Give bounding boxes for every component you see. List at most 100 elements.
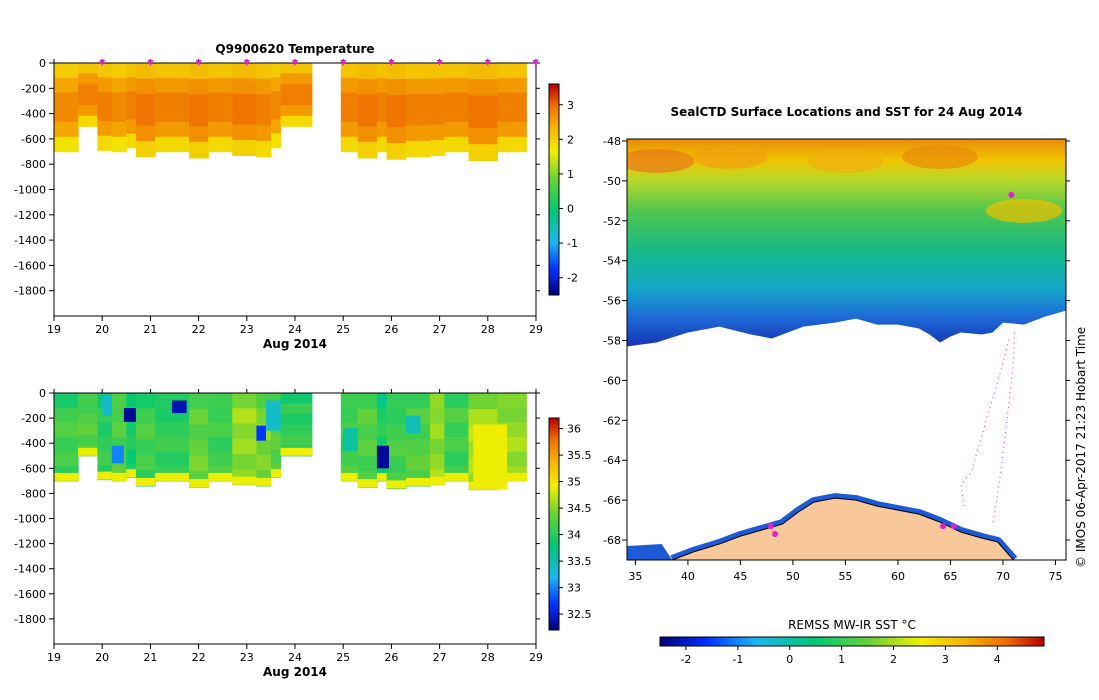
profile-cell	[126, 449, 137, 464]
x-tick-label: 20	[95, 651, 109, 664]
y-tick-label: -1200	[14, 209, 46, 222]
profile-cell	[444, 122, 470, 138]
profile-bottom-cell	[208, 472, 233, 481]
colorbar-tick-label: 36	[567, 423, 581, 436]
seal-track	[992, 332, 1015, 527]
profile-cell	[270, 91, 282, 106]
profile-cell	[208, 436, 233, 453]
profile-bottom-cell	[357, 479, 378, 488]
profile-cell	[340, 451, 359, 467]
profile-cell	[189, 94, 209, 111]
profile-cell	[256, 94, 272, 111]
profile-cell	[155, 136, 190, 153]
profile-cell	[444, 136, 470, 153]
profile-cell	[54, 63, 79, 79]
profile-cell	[232, 140, 257, 156]
map-y-tick-label: -52	[603, 215, 621, 228]
profile-cell	[256, 63, 272, 80]
profile-cell	[111, 77, 127, 94]
profile-cell	[208, 92, 233, 108]
map-x-tick-label: 60	[891, 570, 905, 583]
profile-cell	[54, 451, 79, 467]
seal-position	[940, 523, 947, 530]
map-content	[627, 139, 1066, 560]
y-tick-label: -200	[21, 82, 46, 95]
x-tick-label: 26	[384, 651, 398, 664]
profile-cell	[232, 423, 257, 440]
profile-cell	[111, 122, 127, 138]
map-frame	[626, 138, 1067, 561]
y-tick-label: -1600	[14, 259, 46, 272]
map-y-tick-label: -60	[603, 374, 621, 387]
profile-cell	[135, 78, 156, 95]
x-tick-label: 25	[336, 651, 350, 664]
profile-cell	[340, 77, 359, 94]
profile-cell	[357, 393, 378, 410]
profile-cell	[405, 78, 431, 95]
profile-cell	[208, 122, 233, 138]
profile-cell	[256, 454, 272, 471]
profile-cell	[189, 78, 209, 96]
profile-bottom-cell	[444, 472, 470, 481]
profile-cell	[444, 436, 470, 453]
salinity-panel: 19 20 21 22 23 24 25 26 27 28 29 0 -200 -400 -600 -800 -…	[14, 387, 591, 679]
profile-cell	[430, 63, 446, 79]
profile-cell	[97, 77, 113, 93]
profile-cell	[126, 91, 137, 106]
y-tick-label: -1600	[14, 588, 46, 601]
profile-bottom-cell	[270, 469, 282, 478]
profile-cell	[189, 408, 209, 425]
profile-cell	[357, 455, 378, 473]
profile-bottom-cell	[340, 472, 359, 481]
profile-cell	[340, 92, 359, 108]
profile-cell	[111, 422, 127, 438]
y-tick-label: -800	[21, 158, 46, 171]
profile-cell	[444, 451, 470, 467]
profile-cell	[189, 440, 209, 457]
profile-cell	[232, 408, 257, 425]
profile-cell	[97, 106, 113, 122]
profile-cell	[280, 434, 313, 446]
sst-colorbar-tick-label: -1	[732, 653, 743, 666]
map-x-tick-label: 75	[1048, 570, 1062, 583]
profile-cell	[386, 440, 407, 458]
profile-bottom-cell	[376, 472, 388, 481]
profile-cell	[126, 119, 137, 135]
y-tick-label: -800	[21, 487, 46, 500]
profile-cell	[135, 141, 156, 158]
sst-warm-patch	[627, 148, 695, 173]
temperature-panel: 19 20 21 22 23 24 25 26 27 28 290-200-400-600-800-…	[14, 42, 578, 351]
y-tick-label: -400	[21, 437, 46, 450]
sst-colorbar-tick-label: 0	[786, 653, 793, 666]
profile-cell	[468, 144, 498, 161]
sst-colorbar	[659, 636, 1045, 647]
profile-cell	[444, 63, 470, 79]
profile-cell	[357, 424, 378, 441]
profile-cell	[78, 94, 98, 106]
profile-bottom-cell	[78, 447, 98, 456]
x-tick-label: 22	[192, 323, 206, 336]
profile-cell	[270, 449, 282, 464]
anomaly-cell	[111, 445, 124, 464]
profile-cell	[386, 408, 407, 426]
map-y-tick-label: -58	[603, 335, 621, 348]
anomaly-cell	[123, 408, 136, 422]
profile-cell	[280, 73, 313, 85]
x-tick-label: 20	[95, 323, 109, 336]
profile-bottom-cell	[280, 447, 313, 456]
profile-cell	[497, 122, 527, 138]
profile-cell	[78, 434, 98, 446]
map-y-tick-label: -66	[603, 494, 621, 507]
profile-cell	[256, 125, 272, 142]
profile-cell	[78, 424, 98, 436]
map-y-tick-label: -56	[603, 295, 621, 308]
profile-cell	[270, 63, 282, 78]
profile-cell	[232, 124, 257, 141]
profile-cell	[111, 63, 127, 79]
profile-marker	[147, 60, 154, 66]
profile-cell	[405, 141, 431, 158]
profile-cell	[430, 78, 446, 95]
profile-cell	[270, 77, 282, 92]
profile-cell	[54, 407, 79, 423]
profile-cell	[208, 107, 233, 123]
